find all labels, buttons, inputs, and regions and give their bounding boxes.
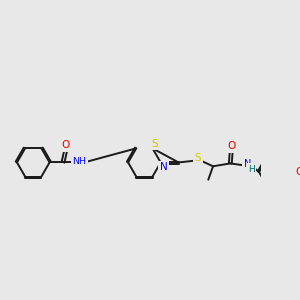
Text: N: N [244, 159, 251, 170]
Text: O: O [295, 167, 300, 177]
Text: S: S [151, 139, 158, 148]
Text: NH: NH [72, 157, 86, 166]
Text: H: H [248, 165, 255, 174]
Text: O: O [227, 141, 236, 151]
Text: N: N [160, 162, 167, 172]
Text: S: S [194, 153, 201, 163]
Text: O: O [62, 140, 70, 150]
